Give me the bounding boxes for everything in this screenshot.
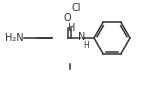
- Text: H: H: [83, 40, 89, 49]
- Text: H₂N: H₂N: [5, 33, 24, 43]
- Text: Cl: Cl: [72, 3, 82, 13]
- Text: O: O: [63, 13, 71, 23]
- Text: N: N: [78, 32, 86, 42]
- Text: H: H: [68, 23, 75, 33]
